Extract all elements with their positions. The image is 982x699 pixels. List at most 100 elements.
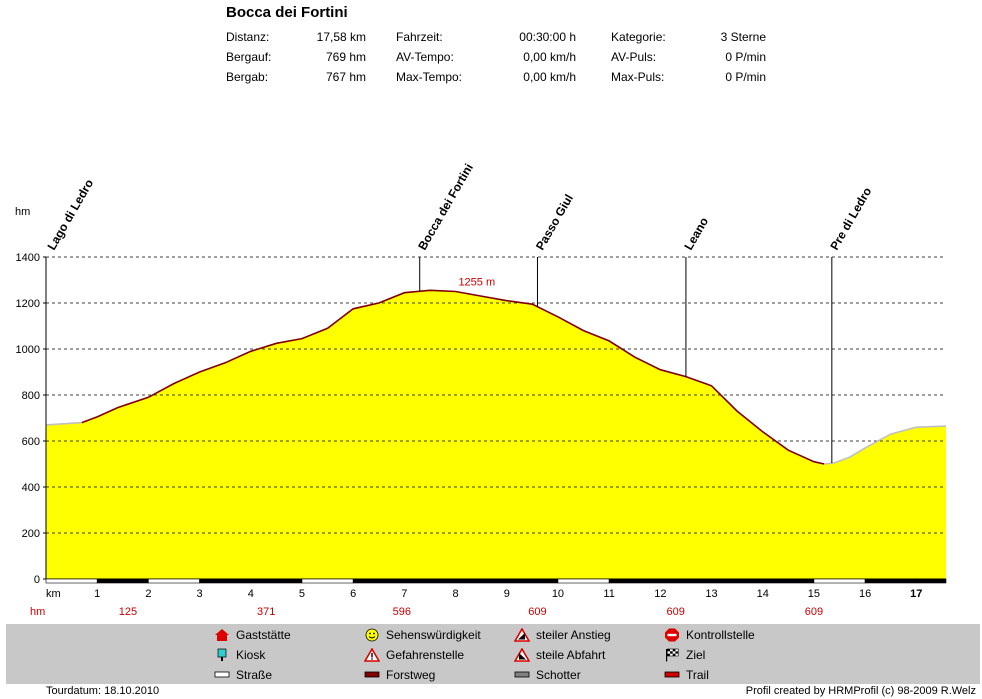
hm-row-value: 371	[257, 606, 275, 618]
legend-item: steiler Anstieg	[514, 627, 611, 643]
x-tick-label: 8	[452, 588, 458, 600]
legend-panel: Gaststätte Kiosk Straße Sehenswürdigkeit…	[6, 624, 980, 684]
y-axis-label: hm	[15, 206, 30, 218]
stat-label: Fahrzeit:	[396, 30, 443, 44]
y-tick-label: 1400	[16, 252, 40, 264]
kontrollstelle-icon	[665, 628, 679, 642]
surface-segment	[864, 578, 917, 584]
x-tick-label: 5	[299, 588, 305, 600]
gaststaette-icon	[215, 629, 229, 641]
legend-label: Straße	[236, 668, 273, 682]
stat-value: 17,58 km	[316, 30, 366, 44]
legend-label: Schotter	[536, 668, 581, 682]
profile-line-road	[45, 421, 82, 426]
y-tick-label: 1000	[16, 344, 40, 356]
hm-row-value: 125	[119, 606, 137, 618]
waypoint-label: Bocca dei Fortini	[415, 161, 476, 252]
x-tick-label: 13	[705, 588, 717, 600]
stat-value: 0 P/min	[725, 70, 766, 84]
sehenswuerdigkeit-icon	[365, 628, 379, 642]
surface-segment	[45, 578, 98, 584]
profile-line-trail	[81, 289, 825, 465]
schotter-icon	[514, 671, 530, 678]
stats-col3-values: 3 Sterne 0 P/min 0 P/min	[686, 30, 766, 90]
stats-col1-values: 17,58 km 769 hm 767 hm	[286, 30, 366, 90]
legend-item: Kontrollstelle	[665, 627, 755, 643]
surface-segment	[916, 578, 947, 584]
x-tick-label: 1	[94, 588, 100, 600]
stats-col3-labels: Kategorie: AV-Puls: Max-Puls:	[611, 30, 691, 90]
x-tick-label: 15	[808, 588, 820, 600]
strasse-icon	[214, 671, 230, 678]
stat-label: AV-Puls:	[611, 50, 657, 64]
legend-label: Ziel	[686, 648, 706, 662]
legend-item: Trail	[664, 667, 709, 683]
legend-label: Kontrollstelle	[686, 628, 755, 642]
legend-label: steiler Anstieg	[536, 628, 611, 642]
hm-row-value: 609	[667, 606, 685, 618]
credits: Profil created by HRMProfil (c) 98-2009 …	[745, 685, 976, 697]
stat-label: Max-Puls:	[611, 70, 665, 84]
stat-value: 767 hm	[325, 70, 366, 84]
page-title: Bocca dei Fortini	[226, 4, 348, 21]
legend-item: Gaststätte	[215, 627, 291, 643]
legend-item: Gefahrenstelle	[364, 647, 465, 663]
legend-label: Gefahrenstelle	[386, 648, 465, 662]
legend-label: Trail	[686, 668, 709, 682]
forstweg-icon	[364, 671, 380, 678]
legend-label: Kiosk	[236, 648, 266, 662]
x-tick-label: 7	[401, 588, 407, 600]
stats-col1-labels: Distanz: Bergauf: Bergab:	[226, 30, 286, 90]
y-tick-label: 800	[22, 390, 40, 402]
x-tick-label: 17	[910, 588, 922, 600]
x-tick-label: 12	[654, 588, 666, 600]
surface-segment	[557, 578, 610, 584]
x-tick-label: 6	[350, 588, 356, 600]
x-tick-label: 3	[197, 588, 203, 600]
legend-label: steile Abfahrt	[536, 648, 606, 662]
y-tick-label: 1200	[16, 298, 40, 310]
legend-item: Forstweg	[364, 667, 435, 683]
legend-item: steile Abfahrt	[514, 647, 606, 663]
stat-label: Distanz:	[226, 30, 270, 44]
surface-segment	[301, 578, 354, 584]
surface-segment	[608, 578, 815, 584]
y-tick-label: 600	[22, 436, 40, 448]
hm-row-label: hm	[30, 606, 45, 618]
legend-label: Sehenswürdigkeit	[386, 628, 481, 642]
waypoint-label: Leano	[681, 215, 711, 253]
stat-value: 0,00 km/h	[523, 50, 576, 64]
stat-label: Kategorie:	[611, 30, 666, 44]
profile-area	[46, 290, 946, 579]
waypoint-label: Pre di Ledro	[827, 185, 874, 253]
legend-item: Straße	[214, 667, 273, 683]
surface-segment	[148, 578, 200, 584]
stat-value: 00:30:00 h	[519, 30, 576, 44]
stat-label: Bergab:	[226, 70, 269, 84]
y-tick-label: 200	[22, 528, 40, 540]
surface-segment	[199, 578, 303, 584]
legend-item: Sehenswürdigkeit	[365, 627, 481, 643]
stats-col2-values: 00:30:00 h 0,00 km/h 0,00 km/h	[486, 30, 576, 90]
hm-row-value: 609	[805, 606, 823, 618]
tour-date: Tourdatum: 18.10.2010	[46, 685, 160, 697]
ziel-icon	[666, 648, 679, 662]
stat-value: 769 hm	[325, 50, 366, 64]
stat-value: 3 Sterne	[720, 30, 766, 44]
legend-item: Kiosk	[217, 647, 266, 663]
x-tick-label: 11	[603, 588, 614, 600]
legend-label: Gaststätte	[236, 628, 291, 642]
x-tick-label: 10	[552, 588, 564, 600]
x-tick-label: 4	[248, 588, 254, 600]
surface-segment	[813, 578, 866, 584]
steile-abfahrt-icon	[514, 648, 530, 662]
surface-segment	[352, 578, 559, 584]
x-axis-label: km	[46, 588, 61, 600]
legend-item: Schotter	[514, 667, 581, 683]
stat-label: Max-Tempo:	[396, 70, 463, 84]
stat-value: 0,00 km/h	[523, 70, 576, 84]
stat-label: AV-Tempo:	[396, 50, 454, 64]
stat-label: Bergauf:	[226, 50, 272, 64]
kiosk-icon	[217, 648, 227, 661]
